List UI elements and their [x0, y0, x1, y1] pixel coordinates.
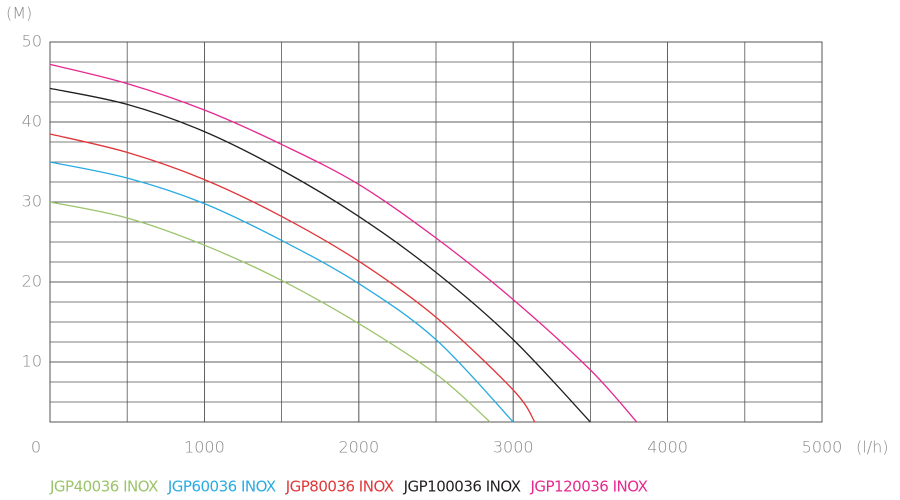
y-tick-label: 20: [22, 272, 42, 291]
y-tick-label: 50: [22, 32, 42, 51]
y-axis-label: (M): [6, 4, 32, 23]
legend-label: JGP60036 INOX: [167, 478, 276, 496]
y-tick-label: 30: [22, 192, 42, 211]
x-tick-label: 0: [31, 438, 41, 457]
legend-label: JGP120036 INOX: [529, 478, 647, 496]
x-tick-label: 4000: [647, 438, 688, 457]
line-series: [49, 87, 591, 423]
line-series: [49, 133, 536, 423]
x-tick-label: 3000: [493, 438, 534, 457]
legend-label: JGP80036 INOX: [285, 478, 394, 496]
x-tick-label: 1000: [184, 438, 225, 457]
x-tick-label: 5000: [802, 438, 843, 457]
line-series: [49, 201, 491, 423]
x-tick-label: 2000: [338, 438, 379, 457]
legend-label: JGP100036 INOX: [403, 478, 521, 496]
line-series: [49, 161, 514, 423]
x-axis-label: (l/h): [856, 438, 888, 457]
y-tick-label: 10: [22, 352, 42, 371]
y-tick-label: 40: [22, 112, 42, 131]
line-series: [49, 63, 638, 423]
legend-label: JGP40036 INOX: [49, 478, 158, 496]
